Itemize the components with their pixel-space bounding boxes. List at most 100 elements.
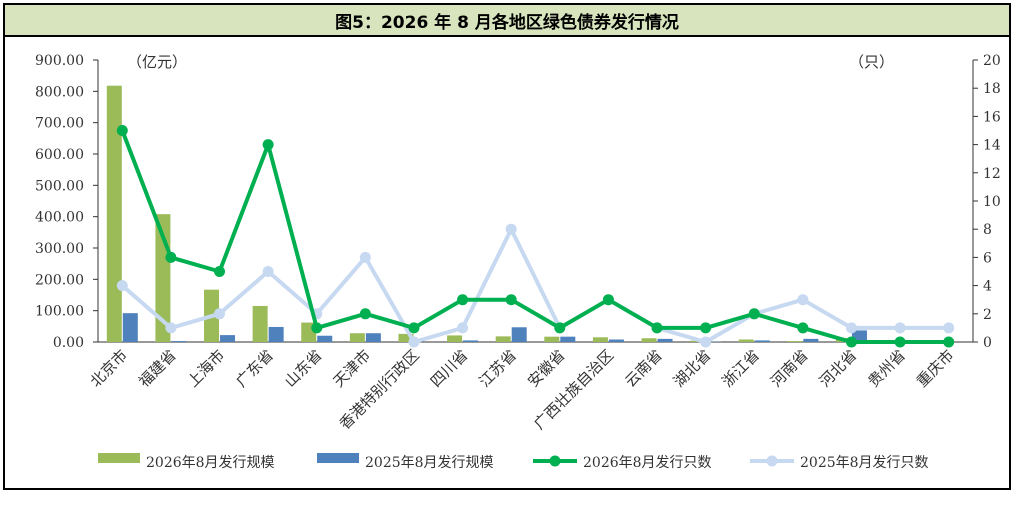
line-point-1-12: [700, 336, 712, 348]
left-tick-label: 700.00: [35, 116, 84, 132]
line-point-0-4: [311, 322, 323, 334]
right-tick-label: 16: [983, 109, 1001, 125]
bar-2025-2: [220, 335, 236, 342]
legend: 2026年8月发行规模 2025年8月发行规模 2026年8月发行只数 2025年8月…: [98, 453, 929, 471]
category-label: 四川省: [427, 346, 472, 391]
legend-label-2: 2026年8月发行只数: [583, 455, 712, 471]
category-label: 山东省: [281, 346, 326, 391]
line-point-1-14: [797, 294, 809, 306]
right-tick-label: 12: [983, 166, 1001, 182]
category-label: 上海市: [184, 346, 229, 391]
category-label: 云南省: [621, 346, 666, 391]
right-tick-label: 6: [983, 250, 992, 266]
legend-label-1: 2025年8月发行规模: [365, 455, 494, 471]
legend-label-0: 2026年8月发行规模: [146, 455, 275, 471]
bar-2025-1: [171, 341, 187, 342]
bar-2026-7: [447, 335, 463, 342]
category-label: 河南省: [767, 346, 812, 391]
bar-2026-6: [398, 333, 414, 342]
line-point-1-1: [165, 322, 177, 334]
line-series-0: [120, 129, 949, 344]
right-tick-label: 8: [983, 222, 992, 238]
axes: 0.00 100.00 200.00 300.00 400.00 500.00 600.00…: [35, 53, 1001, 351]
line-point-1-0: [116, 280, 128, 292]
line-point-0-1: [165, 251, 177, 263]
category-label: 贵州省: [864, 346, 909, 391]
bar-2026-10: [592, 337, 608, 342]
left-tick-label: 600.00: [35, 147, 84, 163]
legend-swatch-1: [317, 453, 359, 463]
left-tick-label: 300.00: [35, 241, 84, 257]
bar-2026-11: [641, 338, 657, 342]
bar-2026-14: [787, 341, 803, 342]
left-tick-label: 200.00: [35, 272, 84, 288]
right-tick-label: 14: [983, 138, 1001, 154]
category-label: 浙江省: [719, 346, 764, 391]
line-point-0-10: [602, 294, 614, 306]
bar-2025-3: [268, 326, 284, 342]
left-axis-unit: （亿元）: [127, 53, 187, 71]
chart-frame: 图5：2026 年 8 月各地区绿色债券发行情况 0.00 100.00 200.0…: [3, 3, 1011, 490]
right-tick-label: 2: [983, 307, 992, 323]
line-point-1-2: [214, 308, 226, 320]
line-point-0-7: [457, 294, 469, 306]
bar-2025-13: [754, 340, 770, 342]
line-point-0-6: [408, 322, 420, 334]
line-point-1-3: [262, 266, 274, 277]
line-point-1-8: [505, 223, 517, 235]
right-tick-label: 0: [983, 335, 992, 351]
left-tick-label: 800.00: [35, 84, 84, 100]
line-series-1: [120, 227, 949, 344]
line-point-0-0: [116, 125, 128, 136]
line-point-0-2: [214, 266, 226, 277]
bar-2025-9: [560, 336, 576, 342]
bar-2026-5: [349, 333, 365, 342]
line-point-0-16: [894, 336, 906, 348]
line-point-1-16: [894, 322, 906, 334]
right-tick-label: 18: [983, 81, 1001, 97]
category-label: 北京市: [87, 346, 132, 391]
bar-2025-5: [365, 333, 381, 342]
bar-2026-0: [106, 85, 122, 343]
category-label: 福建省: [135, 346, 180, 391]
bar-2025-8: [511, 327, 527, 342]
line-point-1-5: [359, 251, 371, 263]
line-point-1-7: [457, 322, 469, 334]
line-point-0-5: [359, 308, 371, 320]
lines: [116, 125, 955, 348]
right-tick-label: 20: [983, 53, 1001, 69]
bar-2026-13: [738, 339, 754, 342]
line-point-1-17: [943, 322, 955, 334]
line-point-0-11: [651, 322, 663, 334]
bar-2026-9: [544, 336, 560, 342]
bar-2025-0: [122, 313, 138, 342]
bar-2025-11: [657, 338, 673, 342]
category-label: 湖北省: [670, 346, 715, 391]
line-point-0-12: [700, 322, 712, 334]
left-tick-label: 100.00: [35, 304, 84, 320]
category-label: 天津市: [330, 346, 375, 391]
category-label: 河北省: [816, 346, 861, 391]
legend-swatch-0: [98, 453, 140, 463]
left-tick-label: 400.00: [35, 210, 84, 226]
category-label: 重庆市: [913, 346, 958, 391]
chart-title: 图5：2026 年 8 月各地区绿色债券发行情况: [5, 5, 1009, 37]
line-point-0-8: [505, 294, 517, 306]
category-label: 安徽省: [524, 346, 569, 391]
category-label: 江苏省: [475, 346, 520, 391]
bar-2025-4: [317, 335, 333, 342]
right-axis-unit: （只）: [849, 53, 894, 71]
line-point-0-17: [943, 336, 955, 348]
line-point-0-13: [748, 308, 760, 320]
line-point-1-15: [845, 322, 857, 334]
bar-2025-10: [608, 339, 624, 342]
line-point-0-14: [797, 322, 809, 334]
line-point-0-3: [262, 139, 274, 151]
left-tick-label: 900.00: [35, 53, 84, 69]
bar-2025-7: [463, 340, 479, 342]
legend-marker-3: [766, 455, 778, 467]
bar-2025-14: [803, 338, 819, 342]
line-point-0-15: [845, 336, 857, 348]
bar-2026-8: [495, 336, 511, 342]
